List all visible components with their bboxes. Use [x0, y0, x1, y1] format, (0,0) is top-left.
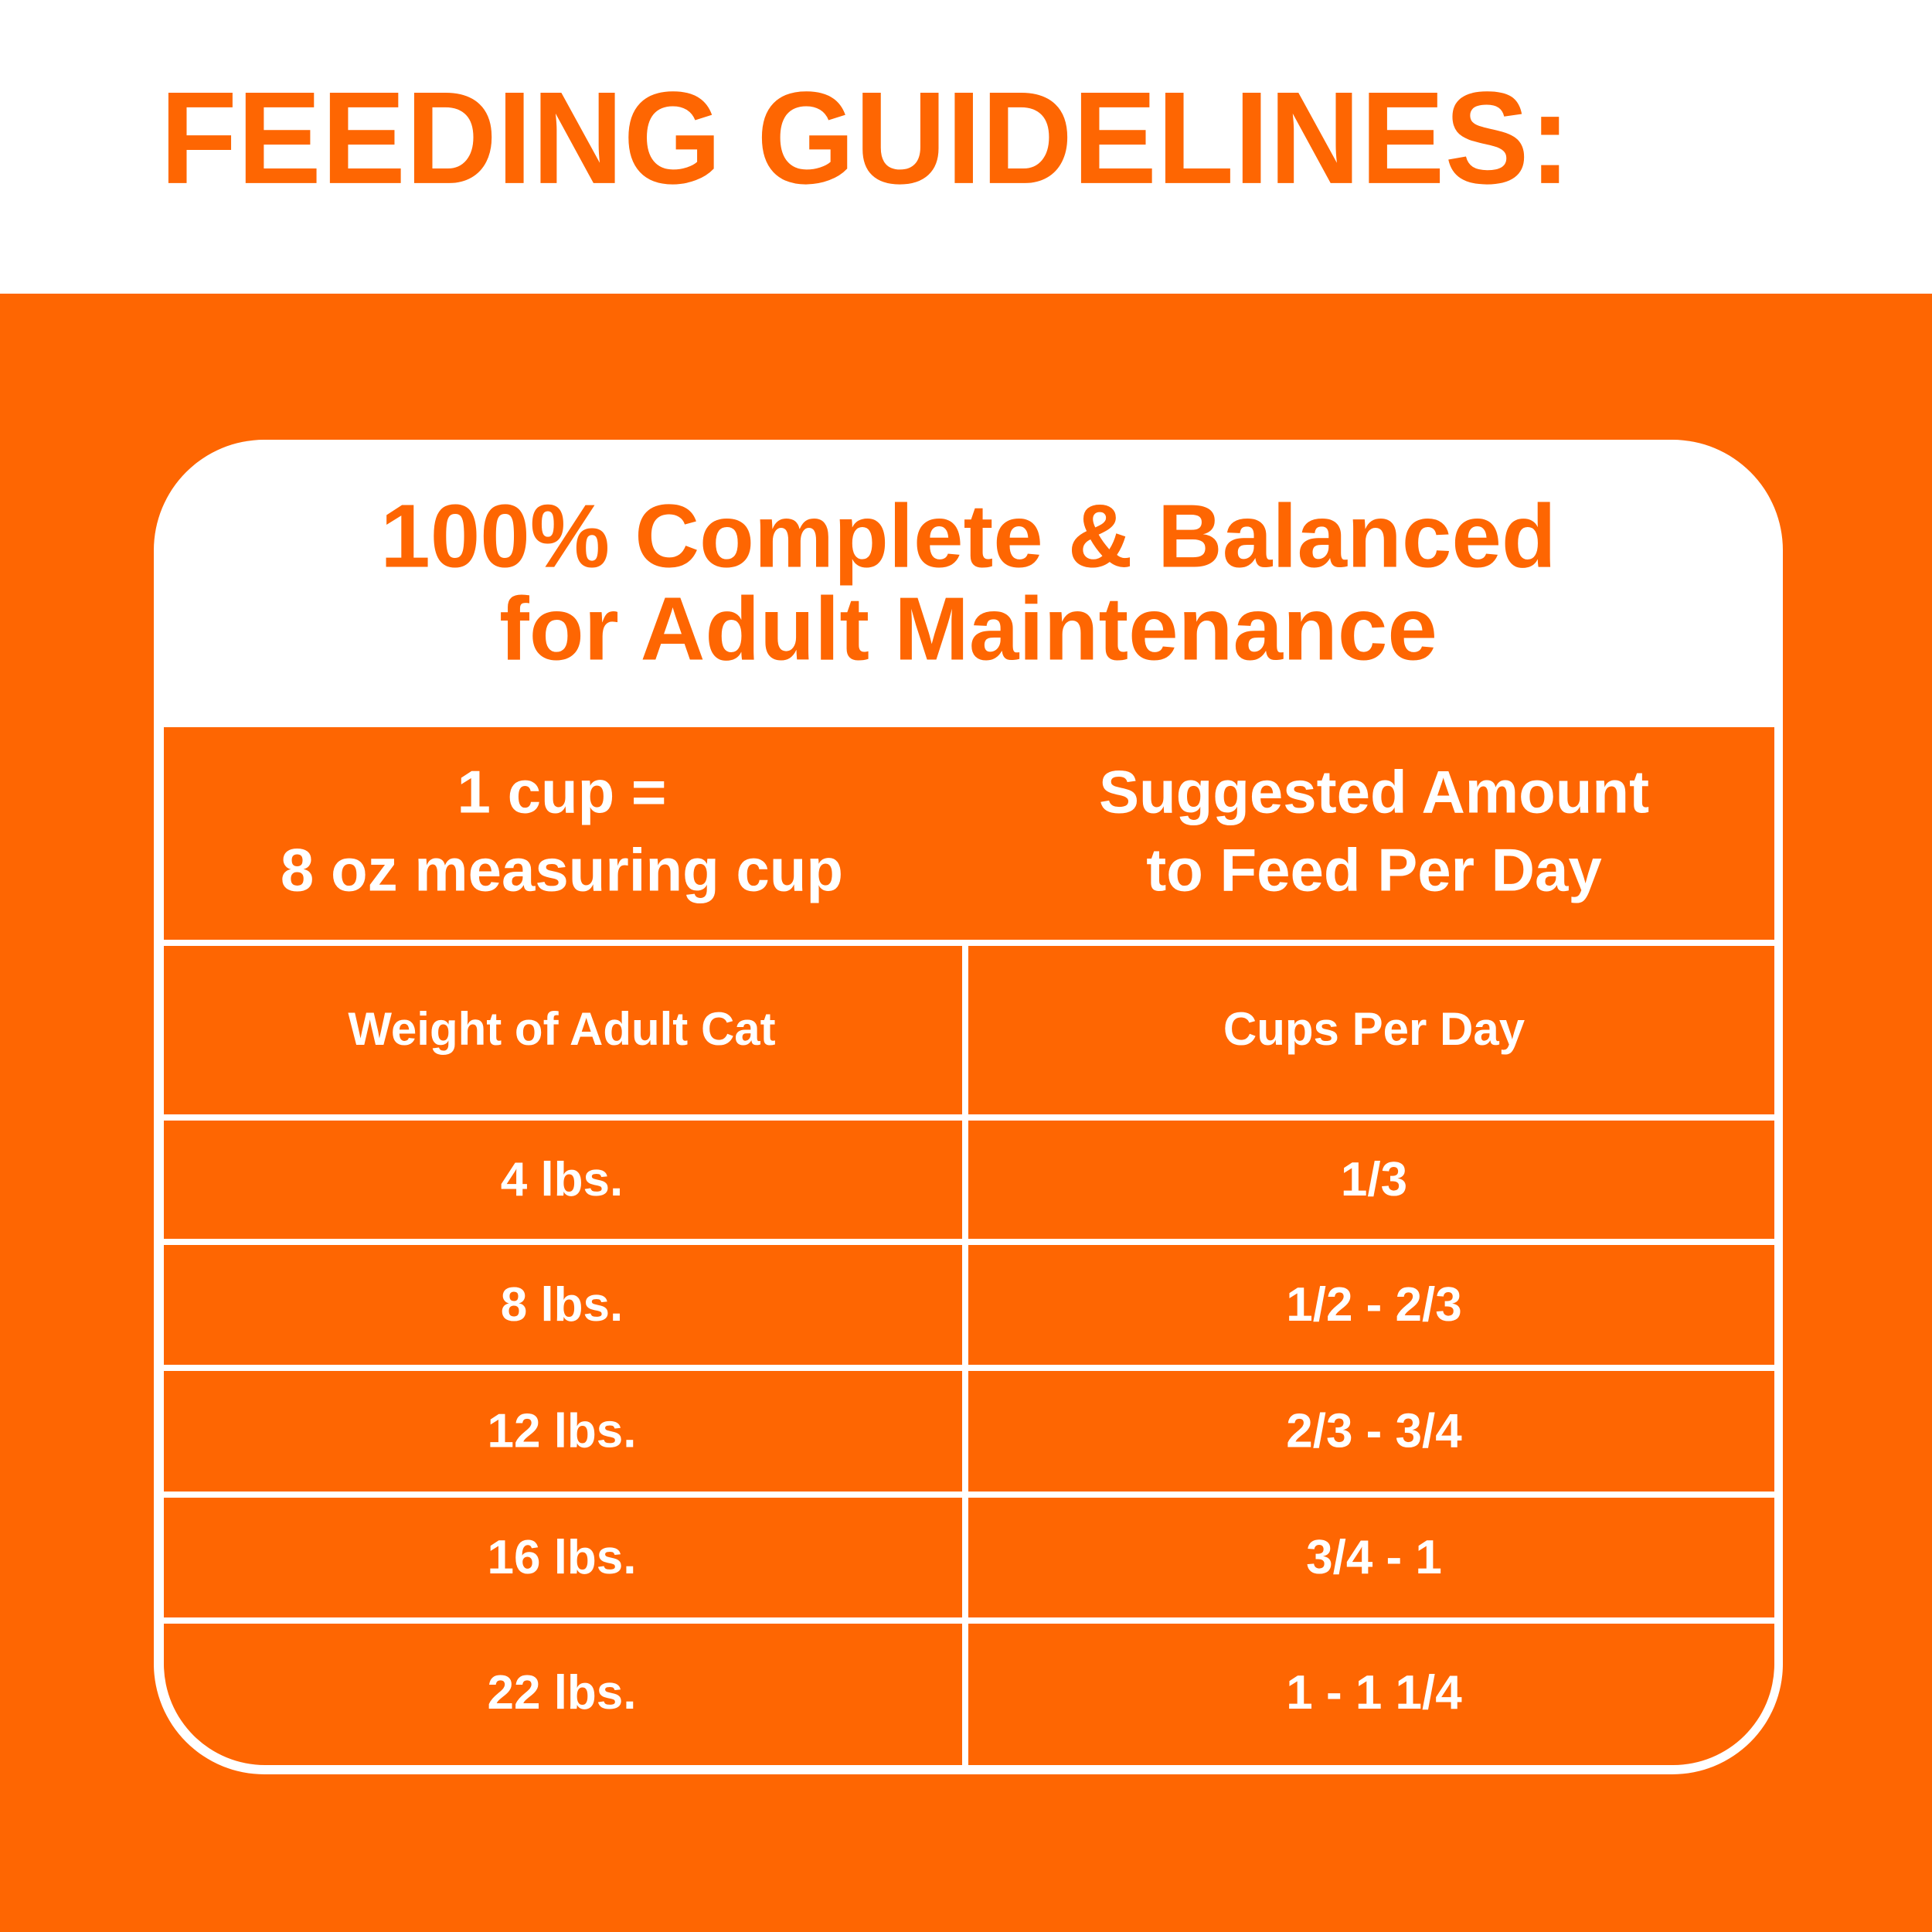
table-cell: 22 lbs. [488, 1666, 637, 1719]
column-header: Cups Per Day [1223, 1003, 1526, 1055]
title: FEEDING GUIDELINES: [160, 65, 1571, 212]
intro-text: to Feed Per Day [1146, 836, 1602, 904]
table-cell: 1/3 [1341, 1153, 1407, 1206]
table-cell: 16 lbs. [488, 1531, 637, 1584]
intro-text: 8 oz measuring cup [281, 836, 843, 904]
intro-text: Suggested Amount [1099, 758, 1649, 826]
table-lines [164, 940, 1774, 1765]
table-cell: 1/2 - 2/3 [1286, 1278, 1461, 1332]
table-cell: 1 - 1 1/4 [1286, 1666, 1462, 1719]
table-cell: 8 lbs. [501, 1278, 624, 1332]
intro-text: 1 cup = [457, 758, 667, 826]
card-heading: for Adult Maintenance [499, 579, 1437, 679]
table-area [164, 727, 1774, 1765]
table-cell: 3/4 - 1 [1306, 1531, 1442, 1584]
table-cell: 2/3 - 3/4 [1286, 1404, 1462, 1458]
column-header: Weight of Adult Cat [348, 1003, 775, 1055]
card-heading: 100% Complete & Balanced [380, 486, 1556, 587]
header-band [0, 0, 1932, 294]
table-cell: 12 lbs. [488, 1404, 637, 1458]
table-cell: 4 lbs. [501, 1153, 624, 1206]
